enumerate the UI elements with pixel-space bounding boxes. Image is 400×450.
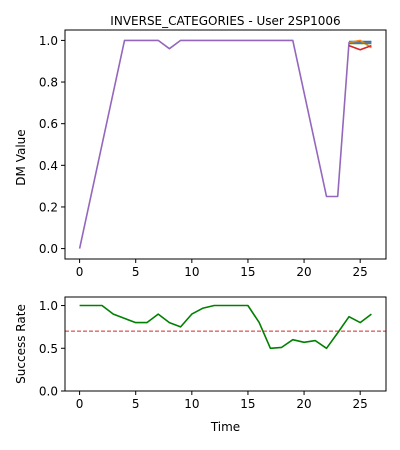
y-tick-label: 0.5 (39, 342, 58, 356)
x-tick-label: 10 (184, 397, 199, 411)
x-tick-label: 0 (76, 397, 84, 411)
y-tick-label: 0.6 (39, 117, 58, 131)
y-tick-label: 0.0 (39, 242, 58, 256)
dm-value-panel: INVERSE_CATEGORIES - User 2SP1006 DM Val… (14, 14, 387, 279)
plot-frame (64, 29, 387, 260)
y-tick-label: 1.0 (39, 299, 58, 313)
plot-frame (64, 296, 387, 392)
chart-title: INVERSE_CATEGORIES - User 2SP1006 (110, 14, 340, 28)
y-axis-label: DM Value (14, 129, 28, 185)
x-tick-label: 5 (132, 265, 140, 279)
axis-ticks: 0 5 10 15 20 25 0.0 0.5 1.0 (39, 299, 368, 411)
y-tick-label: 0.2 (39, 200, 58, 214)
y-axis-label: Success Rate (14, 304, 28, 384)
series-lines (79, 304, 372, 350)
x-tick-label: 10 (184, 265, 199, 279)
success-rate-panel: Success Rate Time 0 5 10 15 20 25 0.0 0.5 1.0 (14, 296, 387, 434)
x-axis-label: Time (210, 420, 240, 434)
series-line-3 (348, 39, 372, 49)
x-tick-label: 20 (296, 265, 311, 279)
x-tick-label: 0 (76, 265, 84, 279)
x-tick-label: 15 (240, 265, 255, 279)
series-line-5 (348, 44, 372, 51)
y-tick-label: 0.0 (39, 385, 58, 399)
x-tick-label: 5 (132, 397, 140, 411)
y-tick-label: 0.4 (39, 159, 58, 173)
x-tick-label: 20 (296, 397, 311, 411)
x-tick-label: 25 (353, 397, 368, 411)
x-tick-label: 15 (240, 397, 255, 411)
x-tick-label: 25 (353, 265, 368, 279)
series-line-1 (79, 304, 372, 350)
y-tick-label: 1.0 (39, 34, 58, 48)
axis-ticks: 0 5 10 15 20 25 0.0 0.2 0.4 0.6 0.8 1.0 (39, 34, 368, 279)
y-tick-label: 0.8 (39, 76, 58, 90)
series-lines (78, 39, 372, 249)
